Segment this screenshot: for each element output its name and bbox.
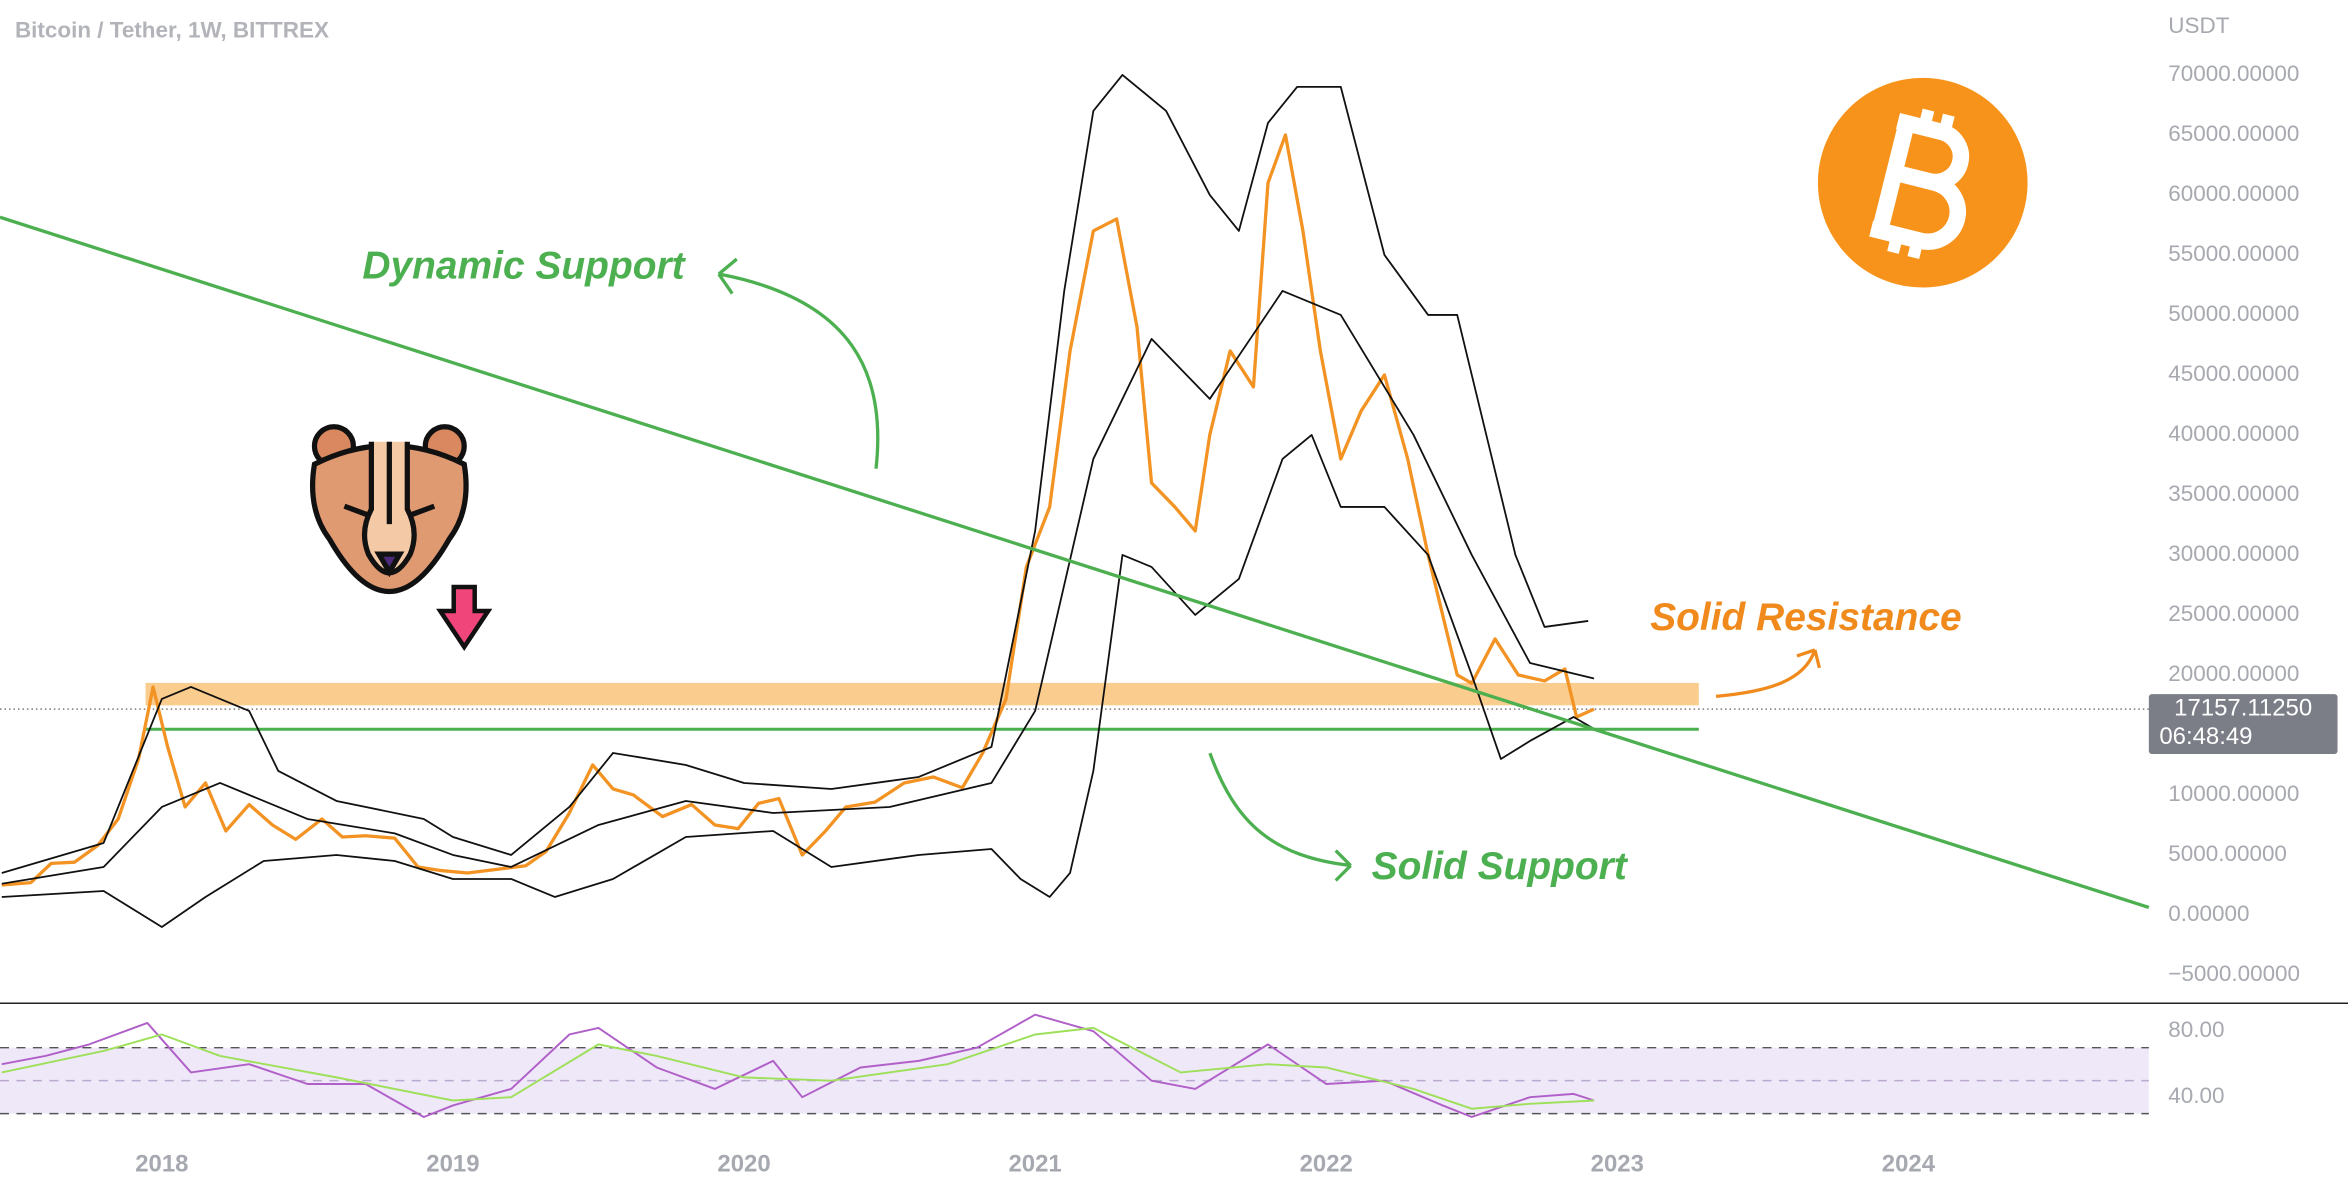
trendline (0, 215, 2150, 910)
y-axis-label: USDT (2168, 13, 2229, 38)
series-line (1, 290, 1595, 885)
y-tick-label: 70000.00000 (2168, 61, 2299, 86)
y-tick-label: 20000.00000 (2168, 661, 2299, 686)
bitcoin-logo (1817, 77, 2028, 288)
x-tick-label: 2023 (1591, 1150, 1644, 1177)
chart-title: Bitcoin / Tether, 1W, BITTREX (15, 17, 329, 42)
x-tick-label: 2022 (1300, 1150, 1353, 1177)
countdown: 06:48:49 (2159, 723, 2252, 750)
plot: −5000.00000 0.00000 5000.00000 10000.00000 1… (0, 61, 2338, 1177)
y-tick-label: 40.00 (2168, 1083, 2224, 1108)
y-tick-label: 80.00 (2168, 1017, 2224, 1042)
annotation: Solid Resistance (1650, 596, 1962, 639)
down-arrow (436, 584, 493, 651)
y-tick-label: 25000.00000 (2168, 601, 2299, 626)
y-tick-label: −5000.00000 (2168, 961, 2300, 986)
annotation: Dynamic Support (362, 244, 686, 287)
price-label-box (2148, 694, 2338, 754)
x-tick-label: 2021 (1008, 1150, 1061, 1177)
bear-icon (309, 424, 469, 595)
y-tick-label: 5000.00000 (2168, 841, 2287, 866)
arrow (1208, 752, 1352, 882)
series-line (1, 74, 1589, 874)
series-line (1, 434, 1595, 928)
y-tick-label: 40000.00000 (2168, 421, 2299, 446)
last-price-label: 17157.11250 (2174, 694, 2312, 721)
series-line (1, 1026, 1595, 1110)
y-tick-label: 0.00000 (2168, 901, 2249, 926)
y-tick-label: 65000.00000 (2168, 121, 2299, 146)
y-tick-label: 45000.00000 (2168, 361, 2299, 386)
x-tick-label: 2024 (1882, 1150, 1936, 1177)
x-tick-label: 2020 (717, 1150, 770, 1177)
arrow (717, 257, 880, 469)
x-tick-label: 2018 (135, 1150, 188, 1177)
y-tick-label: 30000.00000 (2168, 541, 2299, 566)
y-tick-label: 10000.00000 (2168, 781, 2299, 806)
y-tick-label: 60000.00000 (2168, 181, 2299, 206)
y-tick-label: 55000.00000 (2168, 241, 2299, 266)
y-tick-label: 35000.00000 (2168, 481, 2299, 506)
arrow (1715, 648, 1821, 698)
series-line (1, 133, 1595, 887)
annotation: Solid Support (1372, 845, 1629, 888)
y-tick-label: 50000.00000 (2168, 301, 2299, 326)
x-tick-label: 2019 (426, 1150, 479, 1177)
resistance-zone (145, 682, 1699, 706)
